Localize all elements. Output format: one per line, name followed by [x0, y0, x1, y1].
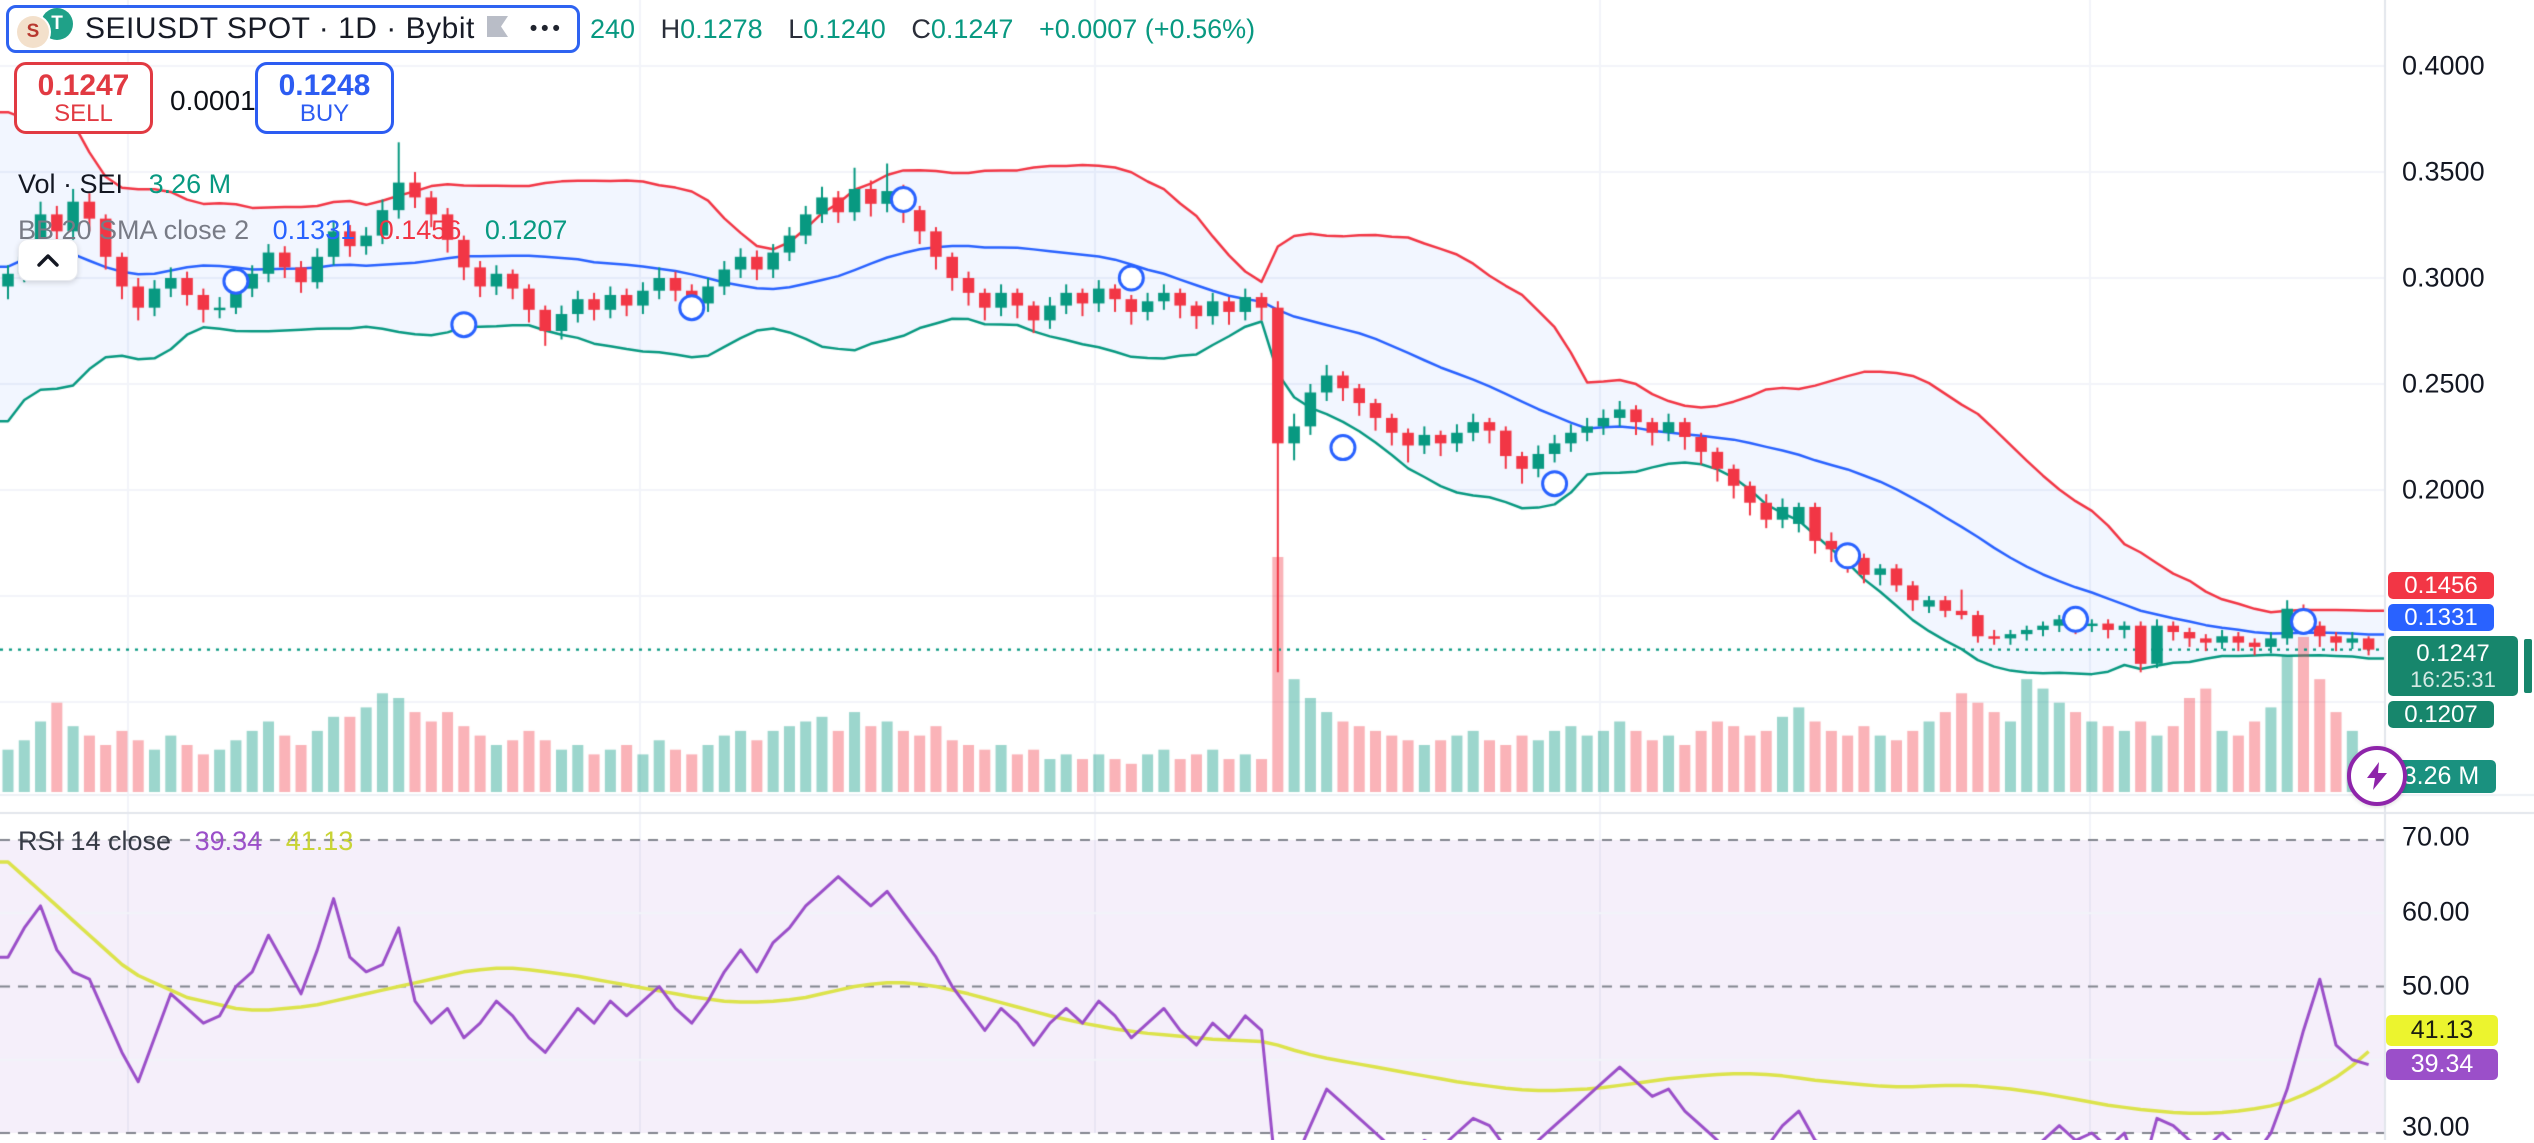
last-price-badge: 0.1247 16:25:31 — [2388, 636, 2518, 696]
collapse-legend-button[interactable] — [18, 239, 78, 281]
flag-icon[interactable] — [485, 14, 510, 44]
volume-legend-value: 3.26 M — [148, 169, 232, 199]
ohlc-high-label: H — [660, 14, 681, 44]
ohlc-open-partial: 240 — [590, 14, 636, 44]
price-tick: 0.3000 — [2402, 262, 2485, 293]
price-tick: 0.3500 — [2402, 156, 2485, 187]
ohlc-low: 0.1240 — [803, 14, 886, 44]
symbol-title: SEIUSDT SPOT · 1D · Bybit — [85, 12, 475, 45]
rsi-ma-value: 41.13 — [285, 826, 354, 856]
pair-logo-icon: T S — [17, 8, 75, 50]
ohlc-high: 0.1278 — [680, 14, 763, 44]
last-price: 0.1247 — [2416, 639, 2490, 667]
rsi-tick: 60.00 — [2402, 896, 2470, 927]
ohlc-close-label: C — [911, 14, 931, 44]
volume-legend-label: Vol · SEI — [18, 169, 124, 199]
sei-logo-icon: S — [17, 16, 49, 48]
chevron-up-icon — [37, 253, 59, 267]
rsi-tick: 50.00 — [2402, 970, 2470, 1001]
sell-price: 0.1247 — [37, 68, 130, 102]
spread-value: 0.0001 — [170, 85, 256, 116]
ohlc-low-label: L — [788, 14, 804, 44]
ohlc-close: 0.1247 — [930, 14, 1014, 44]
quick-trade-button[interactable] — [2347, 746, 2407, 806]
bb-upper-badge: 0.1456 — [2388, 572, 2494, 599]
bb-mid-value: 0.1331 — [272, 215, 356, 245]
rsi-ma-badge: 41.13 — [2386, 1015, 2498, 1046]
volume-legend[interactable]: Vol · SEI 3.26 M — [18, 169, 231, 200]
rsi-value: 39.34 — [194, 826, 263, 856]
price-tick: 0.4000 — [2402, 50, 2485, 81]
sell-button[interactable]: 0.1247 SELL — [14, 62, 153, 134]
buy-label: BUY — [299, 100, 350, 128]
bb-lower-badge: 0.1207 — [2388, 701, 2494, 728]
bb-lower-value: 0.1207 — [484, 215, 568, 245]
price-tick: 0.2500 — [2402, 368, 2485, 399]
bb-mid-badge: 0.1331 — [2388, 604, 2494, 631]
bb-upper-value: 0.1456 — [378, 215, 462, 245]
buy-price: 0.1248 — [278, 68, 371, 102]
candle-countdown: 16:25:31 — [2410, 667, 2496, 693]
ohlc-readout: 240 H0.1278 L0.1240 C0.1247 +0.0007 (+0.… — [590, 14, 1255, 45]
rsi-legend-label: RSI 14 close — [18, 826, 172, 856]
symbol-box[interactable]: T S SEIUSDT SPOT · 1D · Bybit ••• — [6, 5, 580, 53]
sell-label: SELL — [54, 100, 113, 128]
more-options-icon[interactable]: ••• — [529, 17, 564, 40]
price-tick: 0.2000 — [2402, 474, 2485, 505]
rsi-tick: 70.00 — [2402, 821, 2470, 852]
lightning-icon — [2367, 762, 2387, 790]
rsi-legend[interactable]: RSI 14 close 39.34 41.13 — [18, 826, 353, 857]
bb-legend[interactable]: BB 20 SMA close 2 0.1331 0.1456 0.1207 — [18, 215, 567, 246]
rsi-badge: 39.34 — [2386, 1049, 2498, 1080]
last-price-strip — [2524, 639, 2532, 693]
ohlc-change: +0.0007 (+0.56%) — [1038, 14, 1256, 44]
buy-button[interactable]: 0.1248 BUY — [255, 62, 394, 134]
rsi-tick: 30.00 — [2402, 1111, 2470, 1142]
